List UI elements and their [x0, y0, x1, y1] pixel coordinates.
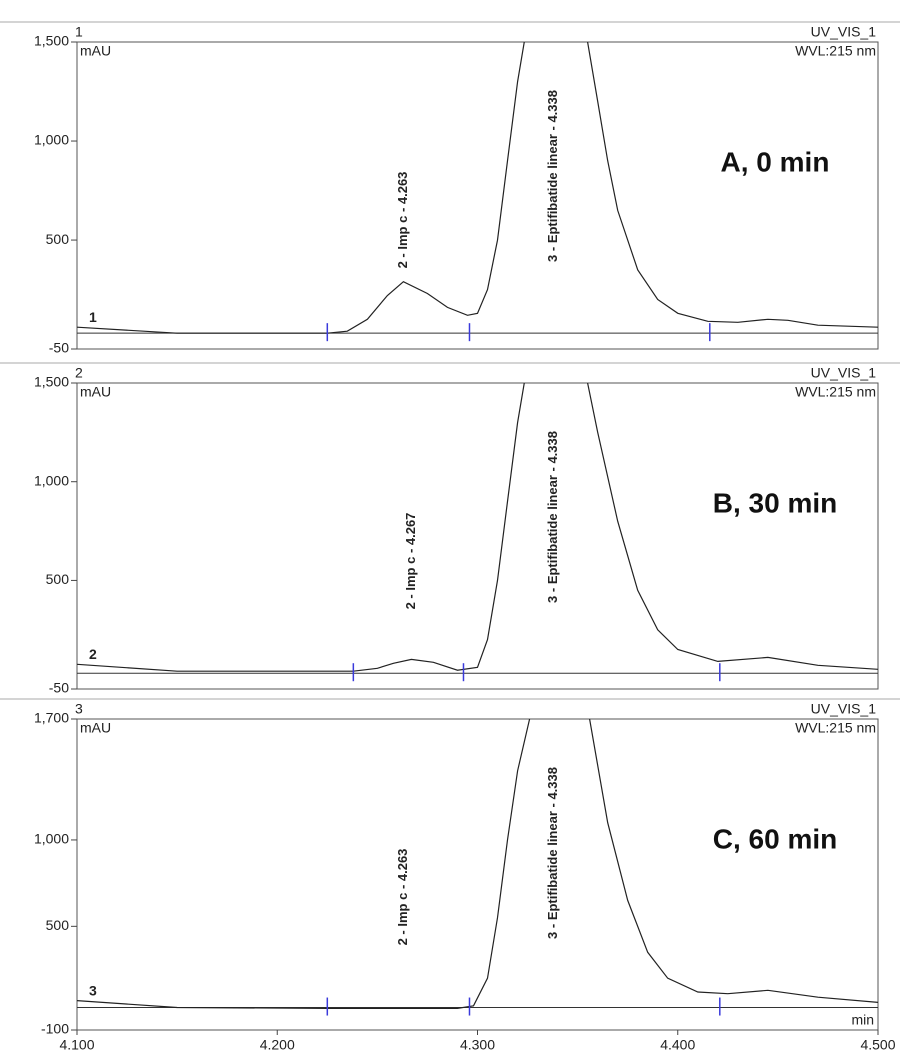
y-tick-label: 1,000: [34, 472, 69, 488]
y-tick-label: -50: [49, 680, 69, 696]
y-tick-label: -100: [41, 1021, 69, 1037]
peak-label: 2 - Imp c - 4.263: [395, 172, 410, 269]
peak-label: 3 - Eptifibatide linear - 4.338: [545, 767, 560, 939]
y-tick-label: 500: [46, 917, 70, 933]
legend-label: 3: [89, 982, 97, 998]
y-tick-label: 1,700: [34, 710, 69, 726]
plot-frame: [76, 41, 879, 350]
panel-number: 3: [75, 701, 83, 717]
peak-label: 3 - Eptifibatide linear - 4.338: [545, 90, 560, 262]
y-tick-label: 1,000: [34, 831, 69, 847]
wavelength: WVL:215 nm: [795, 720, 876, 736]
x-tick-label: 4.400: [660, 1037, 695, 1053]
signal-name: UV_VIS_1: [811, 701, 877, 717]
y-tick-label: 1,000: [34, 132, 69, 148]
x-axis-label: min: [851, 1012, 874, 1028]
panel-label: A, 0 min: [721, 146, 830, 177]
y-tick-label: -50: [49, 340, 69, 356]
plot-frame: [76, 718, 879, 1031]
legend-label: 2: [89, 646, 97, 662]
panel-label: C, 60 min: [713, 823, 837, 854]
y-axis-label: mAU: [80, 384, 111, 400]
wavelength: WVL:215 nm: [795, 43, 876, 59]
legend-label: 1: [89, 309, 97, 325]
trace: [77, 42, 878, 334]
trace: [77, 383, 878, 672]
x-tick-label: 4.300: [460, 1037, 495, 1053]
peak-label: 3 - Eptifibatide linear - 4.338: [545, 431, 560, 603]
x-tick-label: 4.500: [860, 1037, 895, 1053]
signal-name: UV_VIS_1: [811, 24, 877, 40]
panel-number: 1: [75, 24, 83, 40]
panel-label: B, 30 min: [713, 487, 837, 518]
y-axis-label: mAU: [80, 43, 111, 59]
panel-number: 2: [75, 365, 83, 381]
peak-label: 2 - Imp c - 4.267: [403, 513, 418, 610]
plot-frame: [76, 382, 879, 690]
y-tick-label: 1,500: [34, 374, 69, 390]
x-tick-label: 4.200: [260, 1037, 295, 1053]
y-axis-label: mAU: [80, 720, 111, 736]
y-tick-label: 500: [46, 571, 70, 587]
x-tick-label: 4.100: [59, 1037, 94, 1053]
wavelength: WVL:215 nm: [795, 384, 876, 400]
y-tick-label: 1,500: [34, 33, 69, 49]
y-tick-label: 500: [46, 231, 70, 247]
trace: [77, 719, 878, 1009]
signal-name: UV_VIS_1: [811, 365, 877, 381]
peak-label: 2 - Imp c - 4.263: [395, 849, 410, 946]
